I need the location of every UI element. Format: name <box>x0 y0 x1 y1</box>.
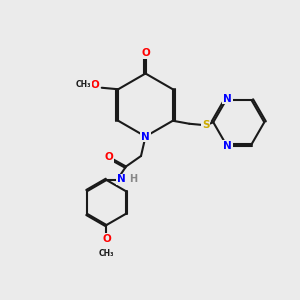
Text: O: O <box>102 234 111 244</box>
Text: S: S <box>202 120 209 130</box>
Text: N: N <box>223 94 232 104</box>
Text: H: H <box>130 174 138 184</box>
Text: CH₃: CH₃ <box>76 80 92 89</box>
Text: O: O <box>91 80 100 90</box>
Text: O: O <box>104 152 113 163</box>
Text: CH₃: CH₃ <box>99 249 114 258</box>
Text: O: O <box>141 48 150 59</box>
Text: N: N <box>223 141 232 151</box>
Text: N: N <box>117 174 126 184</box>
Text: N: N <box>141 131 150 142</box>
